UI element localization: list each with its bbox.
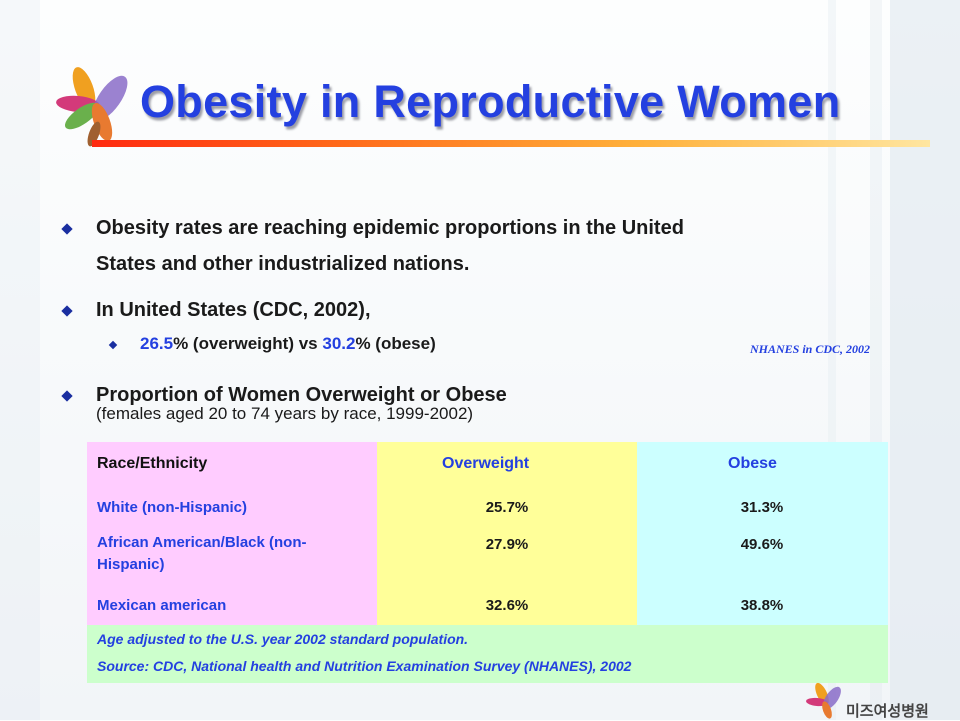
- row-race: Mexican american: [97, 597, 227, 614]
- page-title: Obesity in Reproductive Women: [140, 76, 841, 127]
- table-source: Source: CDC, National health and Nutriti…: [97, 658, 632, 674]
- background-stripe: [0, 0, 40, 720]
- obese-rate: 30.2: [322, 334, 356, 353]
- row-obese: 38.8%: [740, 597, 784, 614]
- bullet-epidemic-line1: Obesity rates are reaching epidemic prop…: [96, 217, 684, 239]
- header-race: Race/Ethnicity: [97, 455, 208, 472]
- table-note: Age adjusted to the U.S. year 2002 stand…: [97, 631, 469, 647]
- overweight-column: [377, 442, 637, 625]
- bullet-us-cdc: In United States (CDC, 2002),: [96, 299, 371, 321]
- row-overweight: 32.6%: [485, 597, 529, 614]
- bullet-diamond-icon: [61, 390, 73, 402]
- title-underline: [92, 140, 930, 147]
- table-footnotes: [87, 625, 888, 683]
- background-stripe: [890, 0, 960, 720]
- row-race: White (non-Hispanic): [97, 499, 247, 516]
- hospital-name: 미즈여성병원: [846, 703, 929, 720]
- row-obese: 31.3%: [740, 499, 784, 516]
- row-obese: 49.6%: [740, 536, 784, 553]
- row-race: African American/Black (non-Hispanic): [97, 534, 307, 573]
- butterfly-logo-icon: [56, 67, 128, 147]
- obesity-table: Race/Ethnicity Overweight Obese White (n…: [87, 442, 888, 683]
- sub-bullet-diamond-icon: [108, 340, 118, 350]
- row-overweight: 25.7%: [485, 499, 529, 516]
- bullet-epidemic-line2: States and other industrialized nations.: [96, 253, 470, 275]
- background-stripe: [828, 0, 836, 720]
- bullet-diamond-icon: [61, 223, 73, 235]
- hospital-logo-icon: [806, 682, 841, 719]
- overweight-rate: 26.5: [140, 334, 174, 353]
- bullet-proportion: Proportion of Women Overweight or Obese: [96, 384, 507, 406]
- row-overweight: 27.9%: [485, 536, 529, 553]
- header-obese: Obese: [728, 455, 777, 472]
- citation: NHANES in CDC, 2002: [750, 342, 871, 356]
- header-overweight: Overweight: [442, 455, 530, 472]
- bullet-diamond-icon: [61, 305, 73, 317]
- rate-mid-text: % (overweight) vs: [173, 334, 323, 353]
- sub-bullet-rates: 26.5% (overweight) vs 30.2% (obese): [140, 326, 436, 362]
- bullet-epidemic: Obesity rates are reaching epidemic prop…: [96, 210, 896, 282]
- rate-end-text: % (obese): [355, 334, 436, 353]
- race-column: [87, 442, 377, 625]
- bullet-proportion-subtitle: (females aged 20 to 74 years by race, 19…: [96, 404, 474, 423]
- obese-column: [637, 442, 888, 625]
